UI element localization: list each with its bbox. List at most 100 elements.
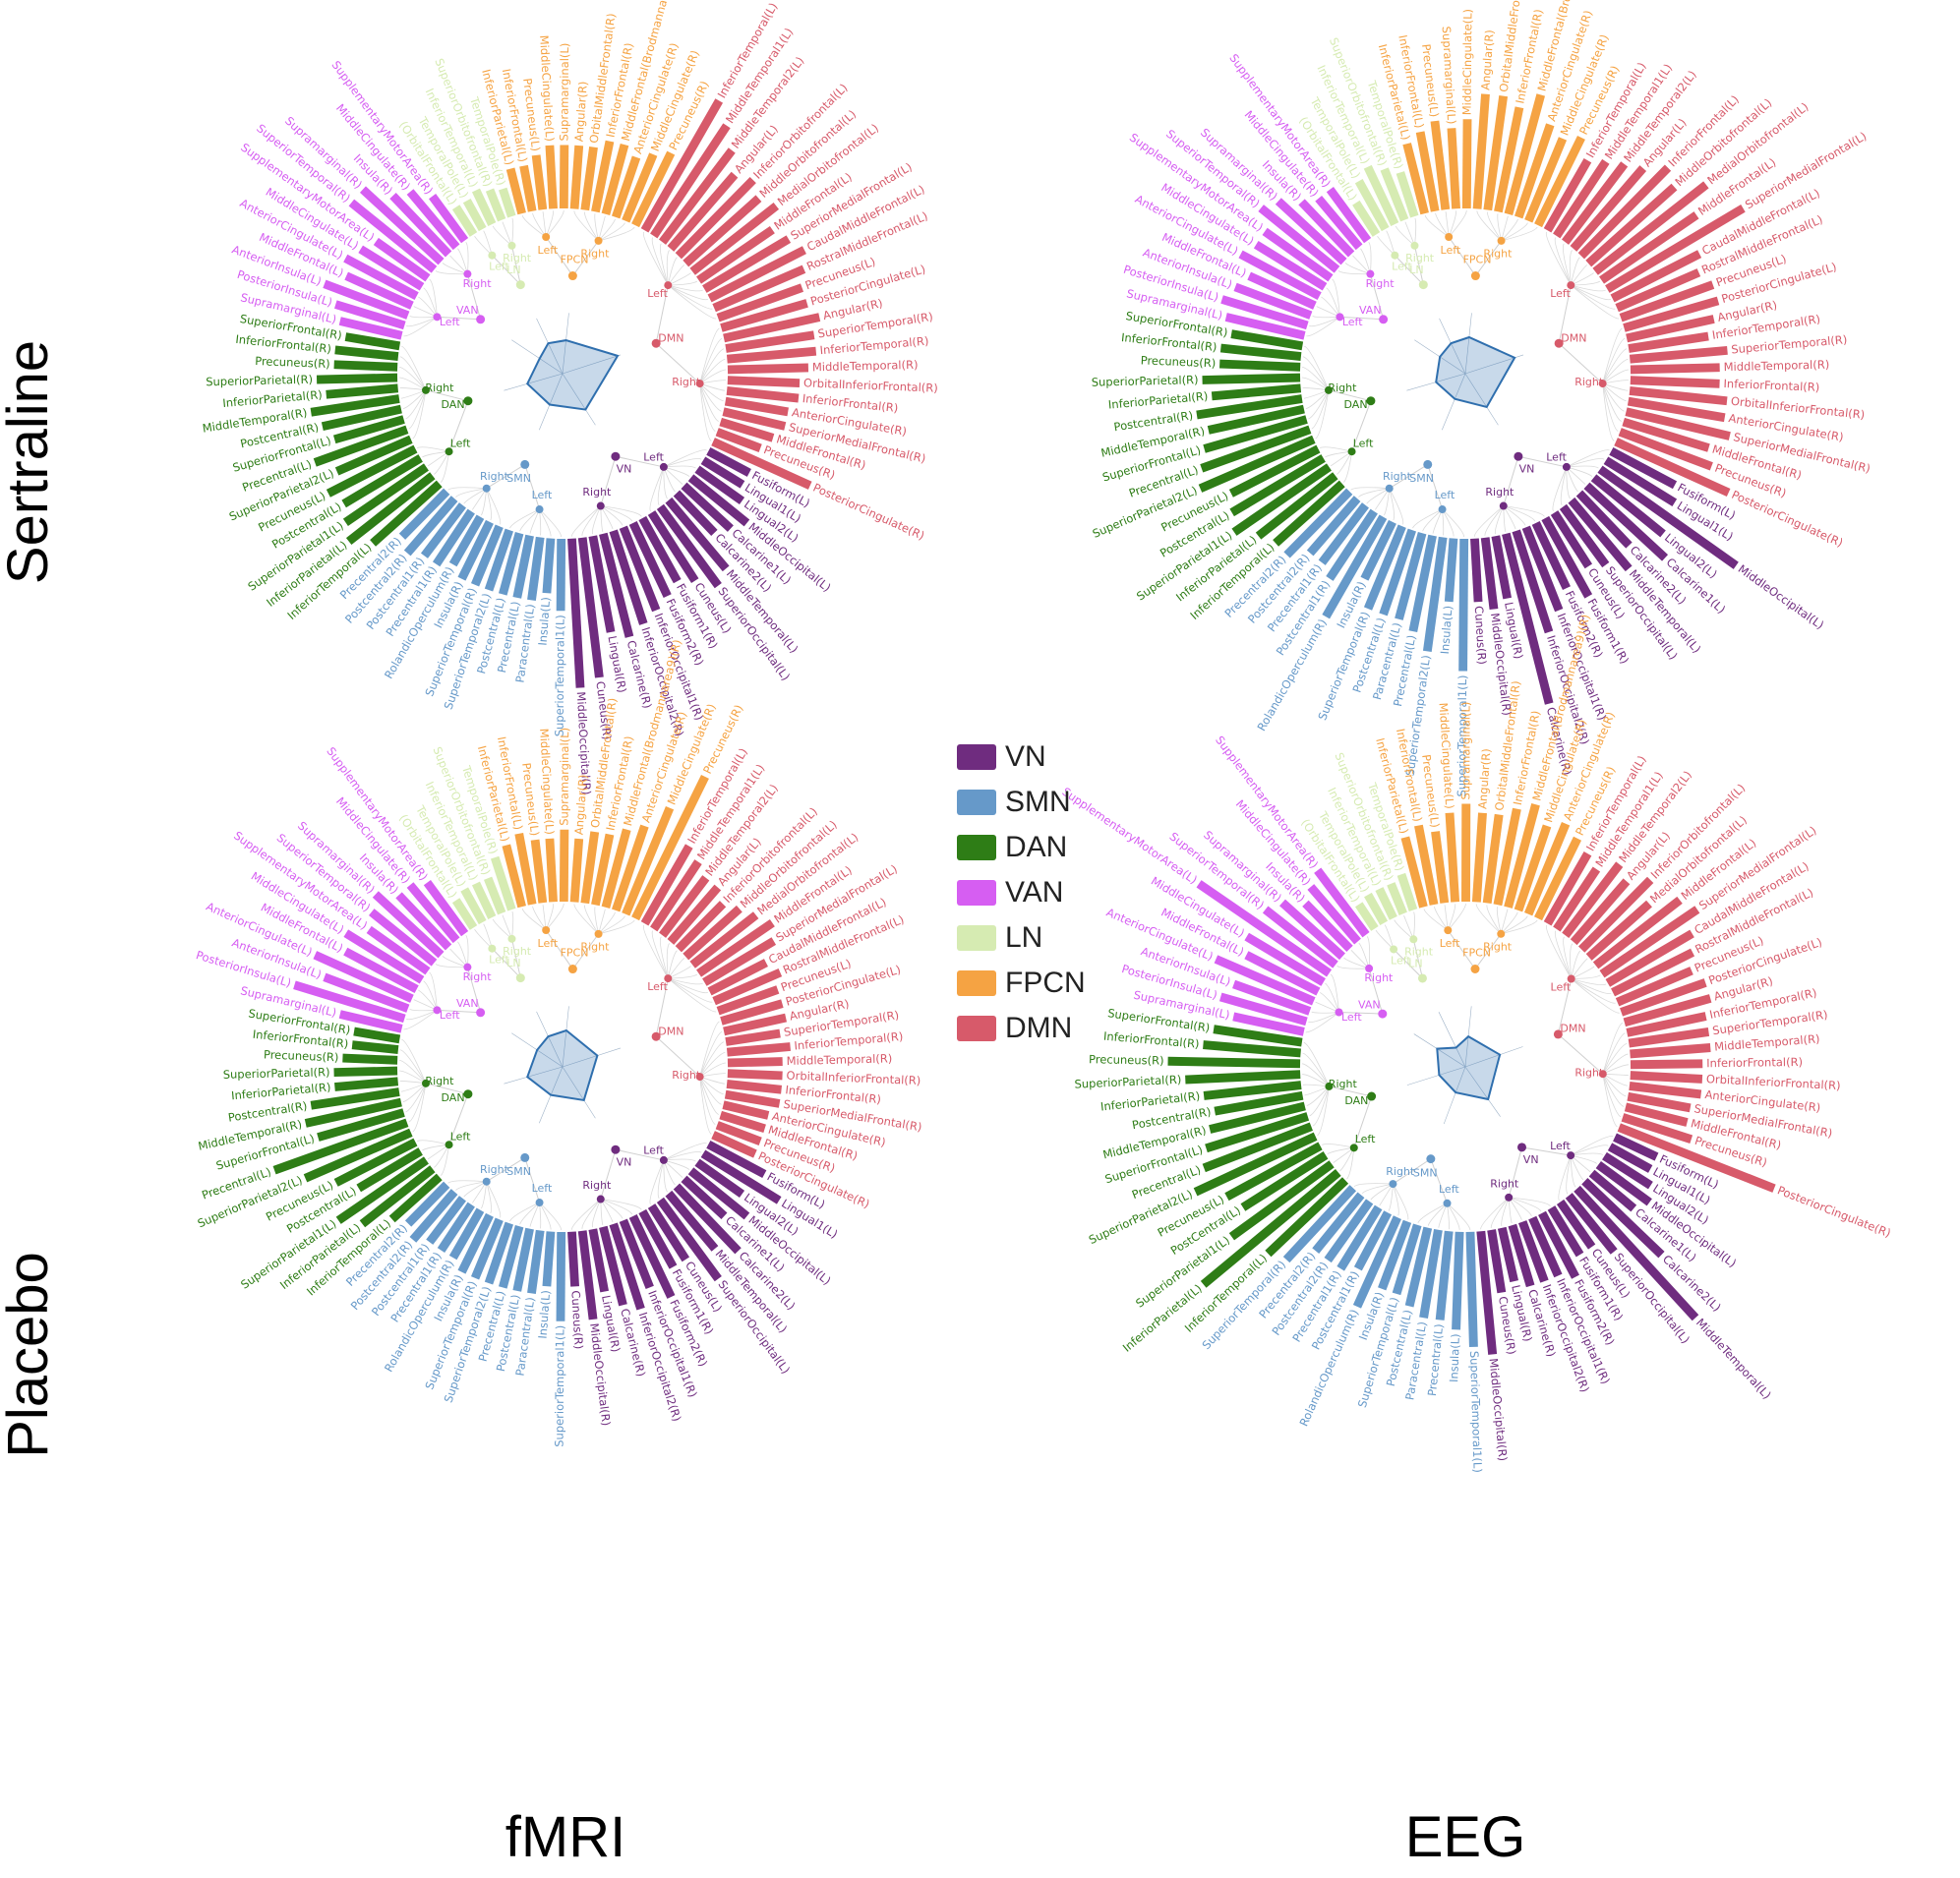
hub-label-van: VAN: [456, 997, 479, 1010]
bar-dan: [1203, 1081, 1302, 1100]
hub-dot-van: [1378, 1009, 1388, 1019]
bar-dmn: [1630, 376, 1720, 388]
region-label: InferiorParietal(R): [230, 1080, 331, 1102]
bar-smn: [512, 534, 534, 599]
bar-dmn: [719, 417, 775, 442]
leaf-link: [1501, 1197, 1510, 1226]
leaf-link: [455, 488, 487, 498]
bar-van: [423, 879, 469, 937]
leaf-link: [1312, 316, 1340, 319]
bar-dan: [303, 1128, 413, 1183]
leaf-link: [440, 451, 449, 483]
group-dot: [1444, 926, 1453, 935]
group-dot: [1443, 1199, 1452, 1207]
group-link: [448, 400, 469, 452]
hub-label-dmn: DMN: [1561, 331, 1586, 344]
hub-dot-vn: [1516, 1143, 1526, 1152]
bar-dan: [326, 444, 418, 498]
group-side-label: Left: [1391, 954, 1411, 967]
group-side-label: Left: [1551, 980, 1572, 993]
hub-dot-dmn: [1553, 1029, 1563, 1039]
leaf-link: [1602, 1053, 1629, 1075]
bar-vn: [1588, 1169, 1637, 1212]
radar-axis: [1443, 1066, 1466, 1125]
legend-label-ln: LN: [1005, 921, 1042, 954]
bar-dmn: [725, 330, 815, 353]
region-label: SuperiorTemporal1(L): [1455, 675, 1469, 796]
bar-vn: [1497, 1226, 1519, 1283]
bar-dmn: [726, 346, 817, 364]
bar-smn: [403, 496, 458, 557]
bar-vn: [687, 1167, 750, 1220]
panel-placebo-eeg: InferiorTemporal(L)MiddleTemporal1(L)Mid…: [1060, 613, 1893, 1473]
leaf-link: [1602, 383, 1615, 441]
group-dot: [1391, 251, 1399, 260]
leaf-link: [1571, 1154, 1597, 1164]
bar-fpcn: [580, 147, 598, 211]
leaf-link: [600, 505, 642, 517]
region-label: SuperiorParietal(R): [206, 373, 313, 389]
leaf-link: [1423, 909, 1449, 931]
bar-van: [1253, 240, 1328, 291]
leaf-link: [1566, 466, 1593, 477]
leaf-link: [1317, 1086, 1330, 1137]
leaf-link: [423, 980, 438, 1011]
group-side-label: Right: [1386, 1165, 1415, 1178]
bar-dan: [334, 435, 413, 476]
bar-fpcn: [531, 154, 548, 210]
group-side-label: Left: [647, 980, 668, 993]
group-side-label: Right: [1485, 486, 1515, 499]
leaf-link: [1501, 222, 1528, 242]
bar-dmn: [683, 195, 762, 267]
bar-van: [338, 1010, 403, 1033]
leaf-link: [1503, 505, 1545, 517]
leaf-link: [457, 248, 468, 274]
leaf-link: [1490, 1197, 1510, 1228]
leaf-link: [492, 918, 512, 940]
bar-dmn: [1599, 906, 1700, 978]
bar-dan: [1198, 435, 1316, 493]
leaf-link: [435, 270, 468, 275]
bar-vn: [1541, 515, 1593, 599]
leaf-link: [649, 466, 665, 512]
bar-dan: [1200, 425, 1312, 473]
bar-dmn: [1630, 1059, 1703, 1070]
bar-ln: [460, 887, 487, 925]
leaf-link: [1480, 1197, 1510, 1230]
bar-vn: [599, 532, 634, 638]
leaf-link: [570, 505, 602, 537]
bar-ln: [451, 898, 478, 930]
leaf-link: [406, 316, 438, 327]
region-label: Precuneus(R): [1089, 1052, 1164, 1067]
group-side-label: Left: [489, 954, 509, 967]
bar-dmn: [724, 1089, 781, 1108]
hub-label-dmn: DMN: [658, 331, 683, 344]
bar-vn: [577, 1230, 598, 1320]
hub-label-fpcn: FPCN: [561, 947, 589, 960]
bar-dmn: [1630, 1071, 1703, 1084]
bar-van: [344, 271, 414, 310]
bar-vn: [628, 521, 672, 598]
group-side-label: Left: [1341, 1011, 1362, 1024]
bar-vn: [1609, 446, 1678, 490]
bar-van: [1262, 227, 1334, 282]
col-label-fmri: fMRI: [505, 1805, 625, 1869]
leaf-link: [1427, 1203, 1448, 1226]
bar-smn: [1444, 538, 1458, 603]
leaf-link: [668, 977, 703, 985]
bar-dan: [341, 454, 423, 508]
group-dot: [488, 251, 497, 260]
bar-vn: [706, 1140, 767, 1179]
group-side-label: Right: [1383, 470, 1412, 483]
leaf-link: [1571, 978, 1607, 986]
bar-dmn: [727, 376, 801, 388]
group-link: [1558, 342, 1603, 384]
leaf-link: [660, 243, 669, 286]
radar-axis: [504, 1066, 564, 1085]
region-label: MiddleCingulate(L): [1437, 702, 1457, 809]
leaf-link: [660, 936, 669, 979]
leaf-link: [1602, 358, 1629, 384]
leaf-link: [511, 217, 514, 246]
leaf-link: [1366, 936, 1371, 968]
bar-fpcn: [502, 844, 526, 909]
